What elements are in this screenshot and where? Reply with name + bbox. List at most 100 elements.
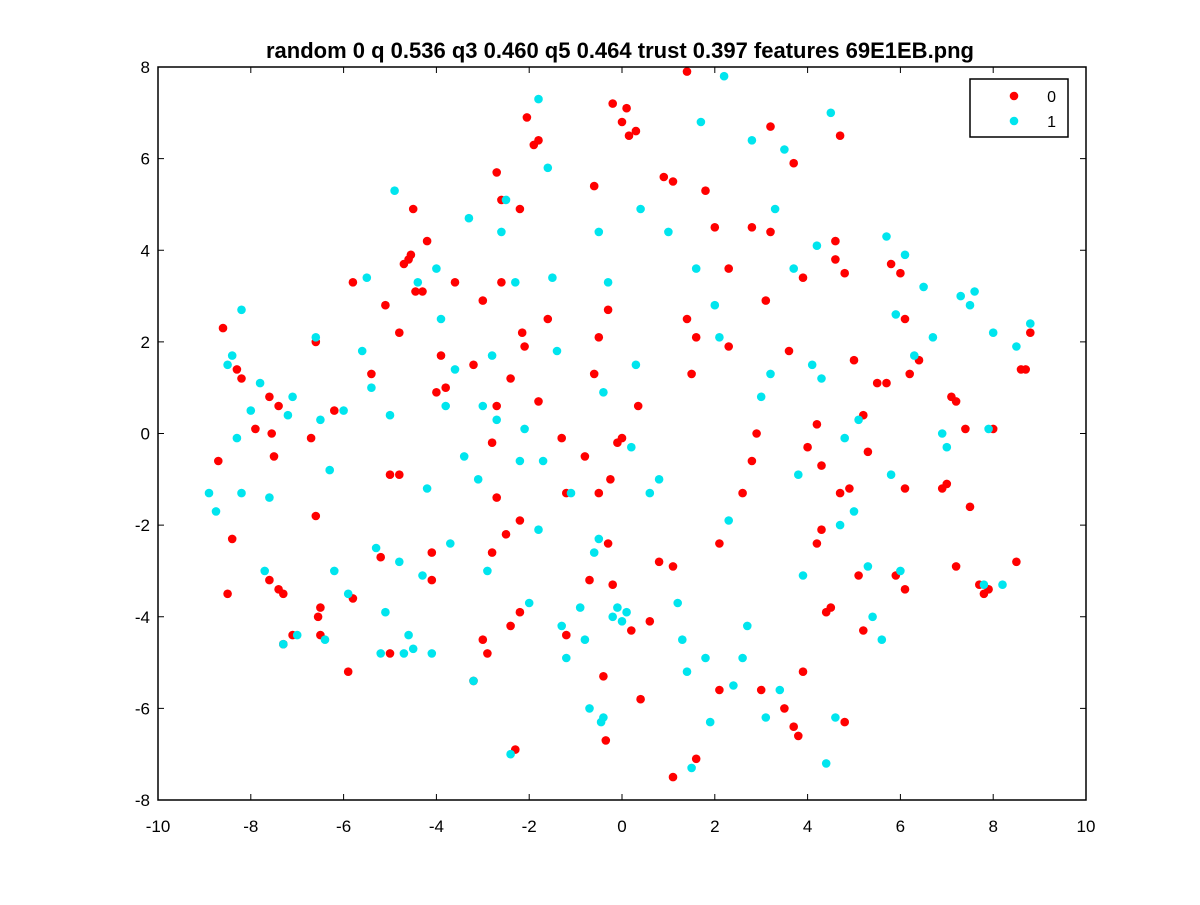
point-series-0-93 xyxy=(627,626,636,635)
point-series-1-108 xyxy=(780,145,789,154)
point-series-0-148 xyxy=(872,378,882,388)
legend-label-1: 1 xyxy=(1047,114,1056,131)
point-series-0-154 xyxy=(900,314,910,324)
point-series-1-141 xyxy=(998,580,1007,589)
point-series-0-117 xyxy=(752,429,761,438)
point-series-0-106 xyxy=(691,754,701,764)
point-series-0-101 xyxy=(668,772,678,782)
point-series-0-60 xyxy=(506,374,515,383)
point-series-0-37 xyxy=(411,287,420,296)
x-tick-label-3: -4 xyxy=(429,817,444,836)
point-series-0-120 xyxy=(766,227,775,237)
point-series-1-77 xyxy=(608,612,617,622)
point-series-0-72 xyxy=(557,433,566,443)
point-series-1-133 xyxy=(937,429,947,438)
point-series-1-56 xyxy=(520,424,529,434)
point-series-0-51 xyxy=(487,548,497,557)
point-series-1-2 xyxy=(223,360,232,370)
point-series-1-96 xyxy=(715,333,724,342)
point-series-0-171 xyxy=(1021,365,1030,374)
point-series-1-25 xyxy=(371,543,381,553)
point-series-1-19 xyxy=(330,566,339,576)
point-series-0-92 xyxy=(624,131,634,140)
point-series-0-9 xyxy=(269,452,279,461)
point-series-0-77 xyxy=(589,181,599,191)
point-series-1-78 xyxy=(613,603,622,612)
point-series-0-111 xyxy=(715,539,724,548)
point-series-1-81 xyxy=(627,442,636,452)
x-tick-label-9: 8 xyxy=(988,817,997,836)
point-series-1-28 xyxy=(385,410,395,420)
point-series-1-134 xyxy=(942,442,952,452)
legend-marker-0 xyxy=(1009,91,1019,101)
point-series-0-65 xyxy=(517,328,527,338)
point-series-1-117 xyxy=(831,713,840,722)
point-series-0-46 xyxy=(469,360,478,370)
point-series-1-9 xyxy=(260,566,270,576)
point-series-1-138 xyxy=(979,580,989,589)
point-series-0-24 xyxy=(348,278,358,287)
point-series-0-19 xyxy=(313,612,323,622)
point-series-1-39 xyxy=(436,314,446,324)
point-series-1-129 xyxy=(900,250,910,260)
point-series-0-57 xyxy=(497,278,506,287)
point-series-0-98 xyxy=(654,557,664,567)
point-series-0-8 xyxy=(267,429,277,438)
point-series-0-79 xyxy=(594,333,604,342)
point-series-0-142 xyxy=(845,484,854,493)
point-series-1-36 xyxy=(422,484,432,493)
point-series-1-76 xyxy=(603,278,613,287)
point-series-0-127 xyxy=(798,273,808,283)
point-series-0-124 xyxy=(789,158,798,168)
point-series-1-131 xyxy=(919,282,928,292)
point-series-0-104 xyxy=(687,369,696,379)
point-series-1-12 xyxy=(283,410,293,420)
point-series-1-15 xyxy=(311,333,321,342)
point-series-0-80 xyxy=(594,488,604,498)
point-series-1-116 xyxy=(826,108,836,118)
legend-marker-1 xyxy=(1009,116,1019,126)
point-series-0-161 xyxy=(951,397,961,406)
point-series-1-4 xyxy=(232,433,242,443)
x-tick-label-4: -2 xyxy=(522,817,537,836)
point-series-1-62 xyxy=(548,273,557,283)
point-series-1-43 xyxy=(459,452,469,461)
point-series-1-89 xyxy=(682,667,692,676)
point-series-1-60 xyxy=(538,456,548,466)
chart-title: random 0 q 0.536 q3 0.460 q5 0.464 trust… xyxy=(266,38,974,63)
legend[interactable]: 01 xyxy=(969,78,1069,138)
point-series-1-94 xyxy=(705,717,715,727)
point-series-0-164 xyxy=(965,502,975,512)
point-series-0-131 xyxy=(812,539,822,548)
point-series-1-58 xyxy=(534,525,543,534)
point-series-0-89 xyxy=(617,433,627,443)
point-series-0-112 xyxy=(724,342,733,351)
point-series-1-8 xyxy=(255,378,265,388)
point-series-1-130 xyxy=(910,351,919,360)
point-series-1-85 xyxy=(654,475,664,484)
point-series-1-44 xyxy=(464,213,474,223)
point-series-1-41 xyxy=(446,539,455,548)
point-series-1-32 xyxy=(404,630,413,640)
point-series-0-141 xyxy=(840,717,849,727)
point-series-0-75 xyxy=(580,452,590,461)
point-series-0-94 xyxy=(631,126,641,136)
point-series-1-66 xyxy=(566,488,576,498)
point-series-1-14 xyxy=(292,630,302,640)
point-series-1-95 xyxy=(710,300,720,310)
point-series-1-33 xyxy=(408,644,418,654)
point-series-1-49 xyxy=(487,351,497,360)
point-series-0-126 xyxy=(794,731,803,741)
point-series-1-53 xyxy=(506,749,515,759)
points-layer xyxy=(204,67,1035,782)
point-series-0-58 xyxy=(501,530,511,539)
point-series-0-162 xyxy=(951,562,961,571)
point-series-1-34 xyxy=(413,278,423,287)
point-series-1-21 xyxy=(343,589,353,599)
point-series-1-3 xyxy=(227,351,237,360)
point-series-1-68 xyxy=(580,635,590,644)
point-series-0-23 xyxy=(343,667,353,676)
point-series-1-79 xyxy=(617,617,627,626)
x-tick-label-5: 0 xyxy=(617,817,626,836)
point-series-1-97 xyxy=(719,71,729,81)
